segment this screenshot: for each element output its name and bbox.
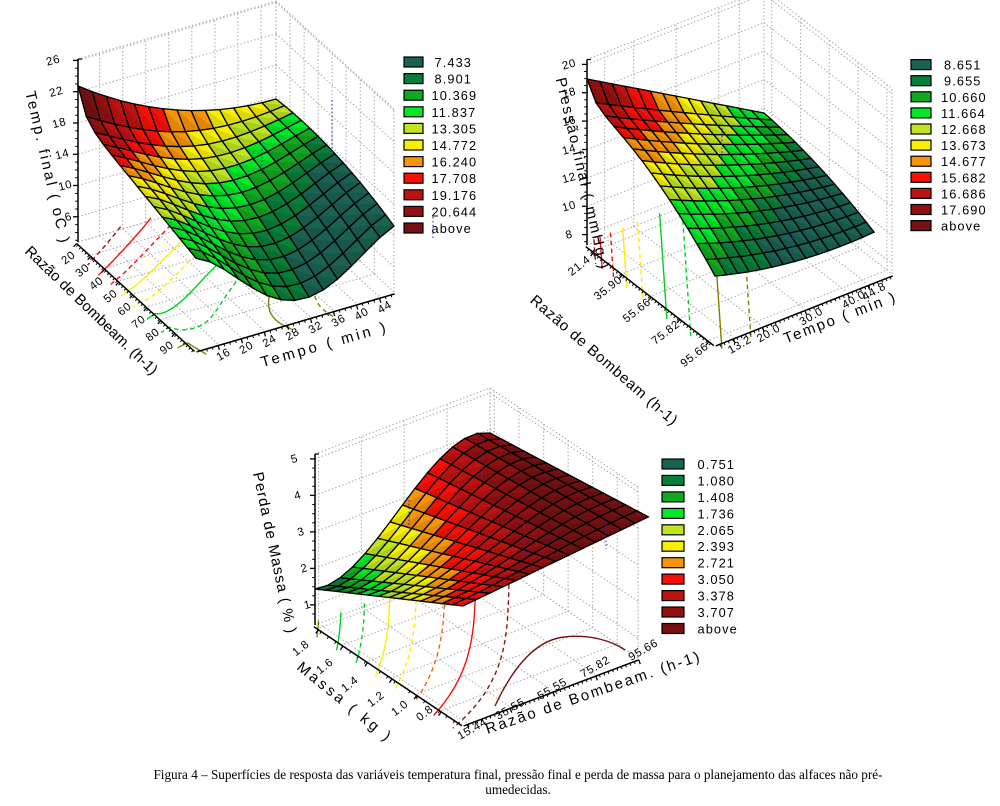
- svg-text:19.176: 19.176: [432, 188, 478, 203]
- svg-text:22: 22: [48, 85, 65, 100]
- svg-text:18: 18: [51, 116, 68, 131]
- svg-text:1.736: 1.736: [698, 506, 736, 521]
- svg-text:8: 8: [564, 228, 574, 241]
- svg-text:above: above: [941, 219, 981, 234]
- svg-text:16.686: 16.686: [941, 186, 987, 201]
- svg-text:17.690: 17.690: [941, 203, 987, 218]
- svg-text:2: 2: [299, 562, 309, 575]
- svg-text:5: 5: [290, 453, 300, 466]
- svg-text:14.677: 14.677: [941, 154, 987, 169]
- svg-text:14: 14: [561, 142, 578, 157]
- svg-text:26: 26: [45, 53, 62, 68]
- svg-text:15.682: 15.682: [941, 170, 987, 185]
- svg-text:16: 16: [561, 114, 578, 129]
- svg-text:10.369: 10.369: [432, 88, 478, 103]
- svg-text:10.660: 10.660: [941, 90, 987, 105]
- svg-text:11.664: 11.664: [941, 106, 986, 121]
- svg-text:13.305: 13.305: [432, 121, 478, 136]
- svg-text:2.065: 2.065: [698, 523, 736, 538]
- svg-text:8.901: 8.901: [435, 72, 473, 87]
- svg-text:umedecidas.: umedecidas.: [485, 782, 551, 797]
- svg-text:above: above: [432, 221, 472, 236]
- svg-text:3.378: 3.378: [698, 589, 736, 604]
- svg-text:14.772: 14.772: [432, 138, 478, 153]
- svg-text:above: above: [698, 622, 738, 637]
- svg-text:1.408: 1.408: [698, 490, 736, 505]
- svg-text:Figura 4 – Superfícies de resp: Figura 4 – Superfícies de resposta das v…: [153, 767, 882, 782]
- svg-text:1.080: 1.080: [698, 473, 736, 488]
- svg-text:0.751: 0.751: [698, 457, 736, 472]
- svg-text:20.644: 20.644: [432, 204, 478, 219]
- svg-text:17.708: 17.708: [432, 171, 478, 186]
- svg-text:6: 6: [64, 211, 74, 224]
- svg-text:12: 12: [561, 171, 578, 186]
- svg-text:10: 10: [57, 178, 74, 193]
- svg-text:3.050: 3.050: [698, 572, 736, 587]
- svg-text:11.837: 11.837: [432, 105, 477, 120]
- svg-text:18: 18: [561, 86, 578, 101]
- svg-text:3.707: 3.707: [698, 605, 736, 620]
- svg-text:20: 20: [561, 57, 578, 72]
- svg-text:9.655: 9.655: [944, 74, 982, 89]
- svg-text:16.240: 16.240: [432, 155, 478, 170]
- svg-text:12.668: 12.668: [941, 122, 987, 137]
- svg-text:13.673: 13.673: [941, 138, 987, 153]
- svg-text:1: 1: [303, 599, 313, 612]
- svg-text:7.433: 7.433: [435, 55, 473, 70]
- svg-text:3: 3: [296, 526, 306, 539]
- svg-text:14: 14: [54, 147, 71, 162]
- svg-text:8.651: 8.651: [944, 58, 982, 73]
- svg-text:2.393: 2.393: [698, 539, 736, 554]
- svg-text:4: 4: [293, 489, 303, 502]
- svg-text:10: 10: [561, 199, 578, 214]
- svg-text:2.721: 2.721: [698, 556, 736, 571]
